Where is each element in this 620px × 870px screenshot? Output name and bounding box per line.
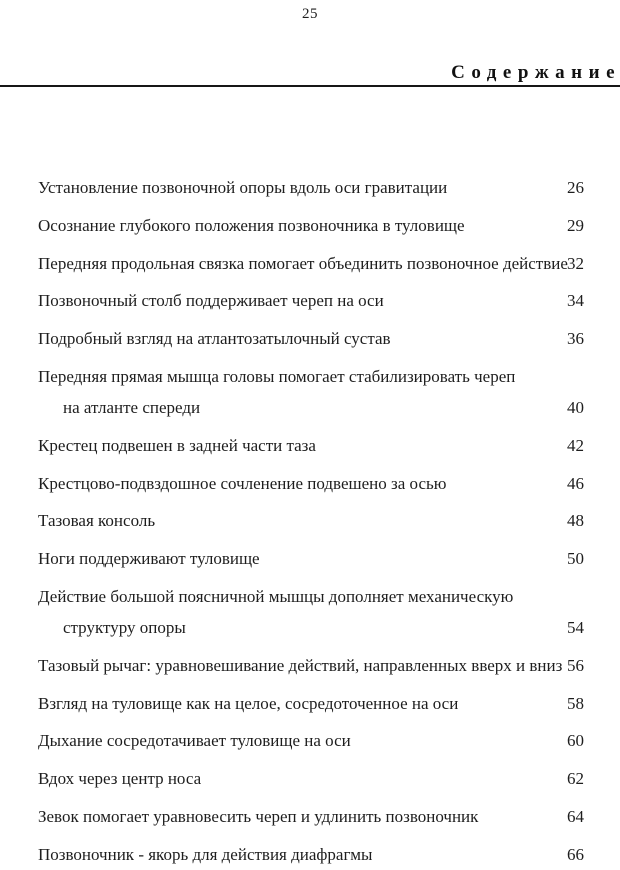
entry-page-number: 46 [567, 473, 584, 493]
entry-title: Тазовый рычаг: уравновешивание действий,… [38, 655, 563, 675]
entry-title: Действие большой поясничной мышцы дополн… [38, 586, 514, 637]
entry-title: Крестец подвешен в задней части таза [38, 435, 316, 455]
toc-entry: Крестец подвешен в задней части таза 42 [38, 430, 584, 461]
toc-entry: Позвоночный столб поддерживает череп на … [38, 285, 584, 316]
entry-title: Зевок помогает уравновесить череп и удли… [38, 806, 479, 826]
entry-title: Позвоночный столб поддерживает череп на … [38, 291, 384, 311]
toc-entry: Дыхание сосредотачивает туловище на оси … [38, 725, 584, 756]
entry-page-number: 60 [567, 731, 584, 751]
page-number-top: 25 [302, 6, 318, 22]
toc-entry: Позвоночник - якорь для действия диафраг… [38, 839, 584, 870]
entry-title: Передняя продольная связка помогает объе… [38, 253, 568, 273]
toc-entry: Подробный взгляд на атлантозатылочный су… [38, 323, 584, 354]
entry-title: Крестцово-подвздошное сочленение подвеше… [38, 473, 447, 493]
toc-entry: Ноги поддерживают туловище 50 [38, 543, 584, 574]
entry-page-number: 48 [567, 511, 584, 531]
toc-entry: Осознание глубокого положения позвоночни… [38, 210, 584, 241]
entry-title: Установление позвоночной опоры вдоль оси… [38, 178, 448, 197]
entry-page-number: 32 [567, 253, 584, 273]
entry-page-number: 42 [567, 435, 584, 455]
entry-title: Подробный взгляд на атлантозатылочный су… [38, 329, 391, 349]
entry-page-number: 58 [567, 693, 584, 713]
entry-page-number: 66 [567, 844, 584, 864]
entry-title: Передняя прямая мышца головы помогает ст… [38, 366, 516, 417]
entry-page-number: 54 [567, 617, 584, 637]
contents-heading: Содержание [451, 62, 620, 83]
toc-entry: Крестцово-подвздошное сочленение подвеше… [38, 468, 584, 499]
entry-title: Тазовая консоль [38, 511, 156, 531]
toc-entry: Установление позвоночной опоры вдоль оси… [38, 172, 584, 203]
toc-entry: Тазовая консоль 48 [38, 505, 584, 536]
toc-list: Установление позвоночной опоры вдоль оси… [0, 172, 620, 870]
entry-page-number: 56 [567, 655, 584, 675]
entry-page-number: 64 [567, 806, 584, 826]
entry-page-number: 34 [567, 291, 584, 311]
toc-entry: Зевок помогает уравновесить череп и удли… [38, 801, 584, 832]
entry-page-number: 29 [567, 215, 584, 235]
toc-entry: Вдох через центр носа 62 [38, 763, 584, 794]
entry-page-number: 62 [567, 769, 584, 789]
entry-page-number: 50 [567, 549, 584, 569]
toc-entry: Тазовый рычаг: уравновешивание действий,… [38, 650, 584, 681]
entry-page-number: 40 [567, 397, 584, 417]
entry-title: Ноги поддерживают туловище [38, 549, 260, 569]
toc-entry: Передняя прямая мышца головы помогает ст… [38, 361, 584, 423]
entry-title: Взгляд на туловище как на целое, сосредо… [38, 693, 459, 713]
entry-title: Осознание глубокого положения позвоночни… [38, 215, 465, 235]
entry-title: Дыхание сосредотачивает туловище на оси [38, 731, 351, 751]
entry-title: Вдох через центр носа [38, 769, 202, 789]
toc-entry: Передняя продольная связка помогает объе… [38, 248, 584, 279]
contents-header-rule: Содержание [0, 62, 620, 87]
entry-title: Позвоночник - якорь для действия диафраг… [38, 844, 373, 864]
toc-entry: Взгляд на туловище как на целое, сосредо… [38, 688, 584, 719]
toc-entry: Действие большой поясничной мышцы дополн… [38, 581, 584, 643]
entry-page-number: 26 [567, 178, 584, 197]
entry-page-number: 36 [567, 329, 584, 349]
